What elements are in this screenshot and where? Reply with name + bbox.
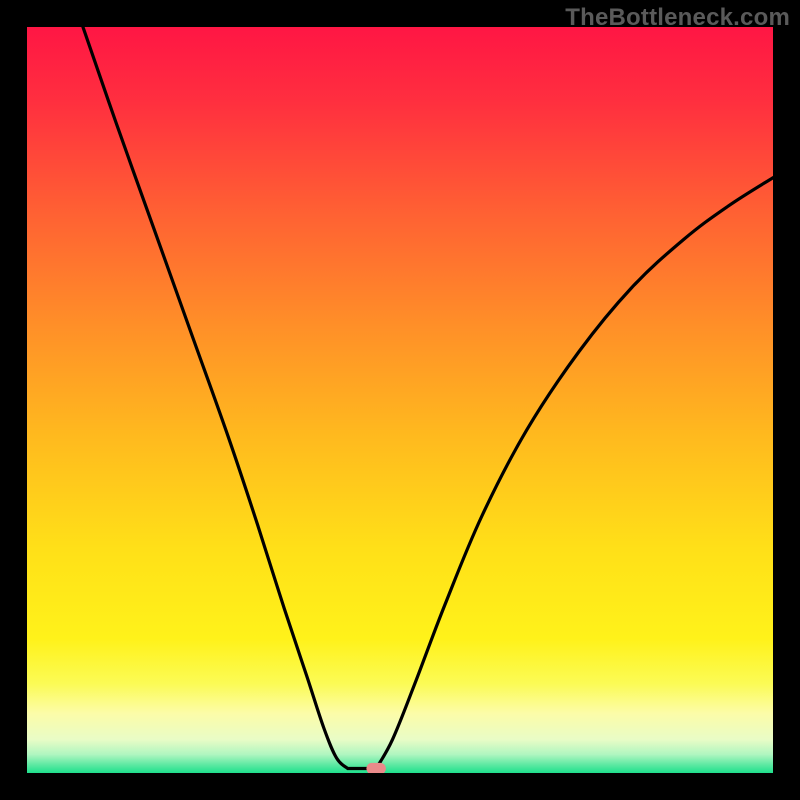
- plot-svg: [27, 27, 773, 773]
- plot-area: [27, 27, 773, 773]
- gradient-background: [27, 27, 773, 773]
- optimum-marker: [366, 763, 385, 773]
- chart-frame: TheBottleneck.com: [0, 0, 800, 800]
